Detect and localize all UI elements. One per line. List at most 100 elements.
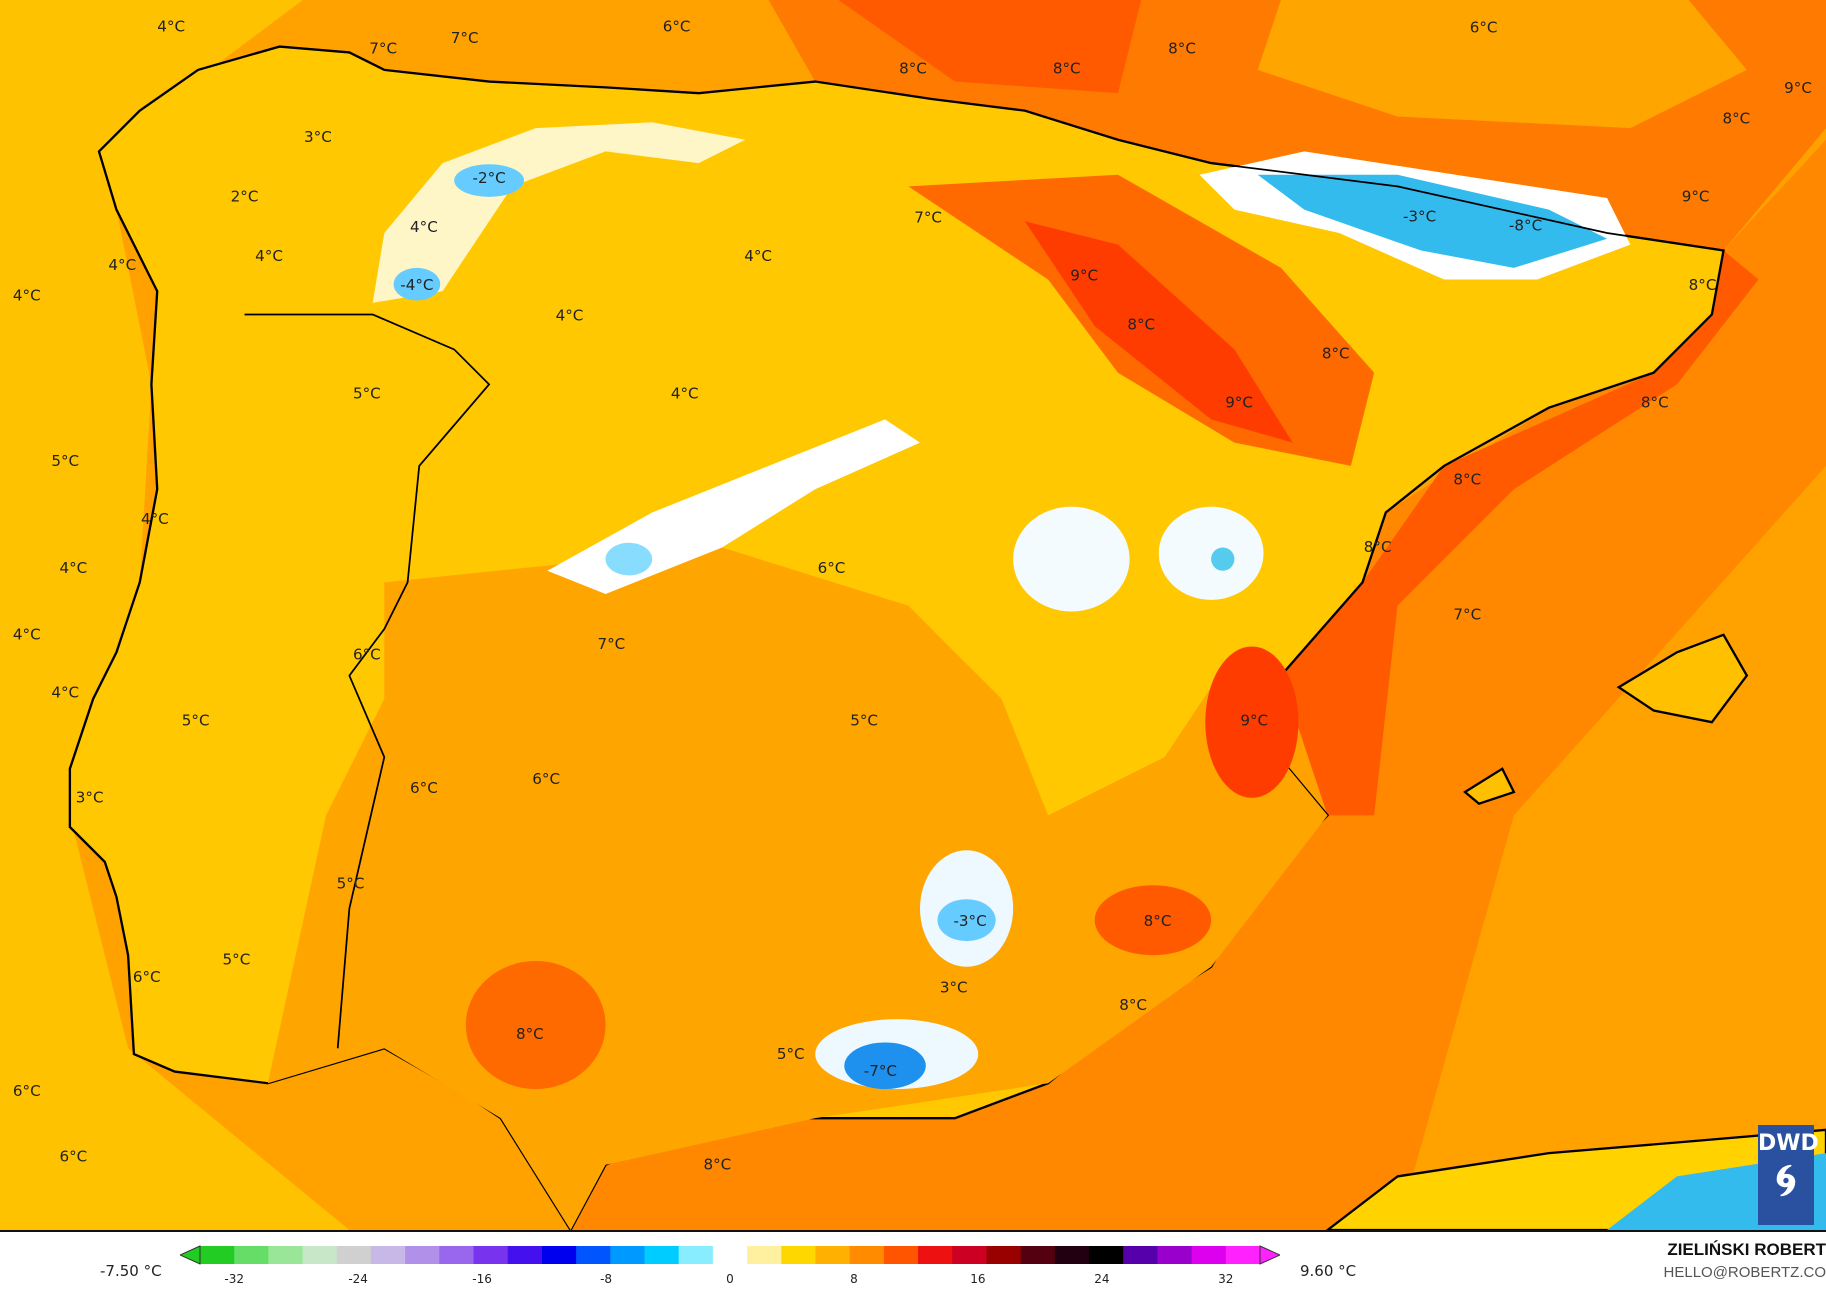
temperature-label: 6°C — [133, 968, 161, 986]
nevada-blue — [844, 1042, 926, 1090]
colorbar-swatch — [712, 1246, 748, 1264]
colorbar-swatch — [610, 1246, 646, 1264]
temperature-label: 4°C — [141, 510, 169, 528]
temperature-label: -7°C — [864, 1062, 897, 1080]
temperature-label: 8°C — [899, 59, 927, 77]
murcia-red-zone — [1094, 885, 1212, 956]
colorbar-tick-label: 16 — [970, 1272, 986, 1286]
temperature-label: 8°C — [703, 1155, 731, 1173]
temperature-label: 8°C — [1168, 40, 1196, 58]
temperature-label: 4°C — [157, 17, 185, 35]
colorbar-swatch — [1157, 1246, 1193, 1264]
colorbar-swatch — [849, 1246, 885, 1264]
temperature-label: 8°C — [1722, 109, 1750, 127]
colorbar-tick-label: 24 — [1094, 1272, 1110, 1286]
legend-min-label: -7.50 °C — [100, 1262, 162, 1280]
legend-footer: -7.50 °C -32 -24 -16 -8 0 8 16 24 32 9.60 °C ZIE… — [0, 1230, 1826, 1289]
temperature-label: 3°C — [76, 789, 104, 807]
guadalquivir-red-zone — [465, 960, 606, 1090]
temperature-label: 4°C — [410, 218, 438, 236]
temperature-label: 6°C — [663, 17, 691, 35]
colorbar-tick-label: -8 — [600, 1272, 613, 1286]
colorbar-swatch — [507, 1246, 543, 1264]
cantabrian-blue — [454, 164, 525, 197]
segura-blue — [937, 899, 996, 942]
temperature-label: 7°C — [451, 29, 479, 47]
portugal-border — [244, 313, 491, 1049]
colorbar-tick-label: 0 — [726, 1272, 734, 1286]
colorbar-swatch — [473, 1246, 509, 1264]
temperature-label: 8°C — [1127, 316, 1155, 334]
temperature-label: 7°C — [369, 40, 397, 58]
colorbar-swatch — [644, 1246, 680, 1264]
mallorca — [1616, 633, 1749, 724]
temperature-map: 4°C 7°C 7°C 6°C 8°C 8°C 8°C 6°C 9°C 8°C 3°C -2°C 2°C… — [0, 0, 1826, 1230]
colorbar-swatch — [302, 1246, 338, 1264]
leon-blue — [393, 267, 441, 301]
temperature-label: 4°C — [255, 247, 283, 265]
temperature-label: 5°C — [850, 712, 878, 730]
temperature-label: -3°C — [1403, 207, 1436, 225]
teruel-blue — [1211, 547, 1235, 571]
temperature-labels: 4°C 7°C 7°C 6°C 8°C 8°C 8°C 6°C 9°C 8°C 3°C -2°C 2°C… — [13, 17, 1812, 1173]
temperature-label: 4°C — [556, 306, 584, 324]
colorbar-swatch — [986, 1246, 1022, 1264]
colorbar-swatch — [815, 1246, 851, 1264]
temperature-label: 6°C — [1470, 19, 1498, 37]
colorbar-swatch — [1191, 1246, 1227, 1264]
colorbar-swatch — [405, 1246, 440, 1264]
temperature-label: 8°C — [1144, 912, 1172, 930]
temperature-label: 9°C — [1225, 394, 1253, 412]
temperature-label: -8°C — [1509, 217, 1542, 235]
colorbar-swatch — [918, 1246, 953, 1264]
spiral-icon: 🌀︎ — [1775, 1155, 1797, 1206]
author-email: HELLO@ROBERTZ.CO — [1663, 1264, 1826, 1281]
pyrenees-border — [1117, 138, 1724, 252]
temperature-label: 8°C — [1322, 345, 1350, 363]
gredos-blue — [605, 542, 653, 576]
colorbar-swatch — [1020, 1246, 1056, 1264]
temperature-label: 6°C — [13, 1082, 41, 1100]
temperature-label: 4°C — [13, 287, 41, 305]
temperature-label: 9°C — [1682, 188, 1710, 206]
colorbar — [180, 1245, 1280, 1265]
temperature-label: 3°C — [940, 978, 968, 996]
colorbar-swatch — [678, 1246, 714, 1264]
colorbar-arrow — [1259, 1245, 1280, 1265]
colorbar-tick-label: -32 — [224, 1272, 244, 1286]
temperature-label: 9°C — [1240, 712, 1268, 730]
temperature-label: 4°C — [108, 256, 136, 274]
temperature-label: 6°C — [59, 1147, 87, 1165]
colorbar-tick-label: -16 — [472, 1272, 492, 1286]
temperature-label: 5°C — [223, 950, 251, 968]
temperature-label: 9°C — [1784, 79, 1812, 97]
cantabrian-cold — [372, 122, 746, 303]
temperature-label: 5°C — [51, 452, 79, 470]
colorbar-tick-label: 32 — [1218, 1272, 1234, 1286]
colorbar-swatch — [781, 1246, 816, 1264]
temperature-label: 8°C — [1689, 276, 1717, 294]
temperature-label: 5°C — [182, 712, 210, 730]
colorbar-swatch — [370, 1246, 406, 1264]
colorbar-swatch — [747, 1246, 782, 1264]
dwd-logo-text: DWD — [1758, 1131, 1819, 1156]
temperature-label: 8°C — [1053, 59, 1081, 77]
colorbar-swatch — [200, 1246, 235, 1264]
temperature-label: 8°C — [516, 1025, 544, 1043]
temperature-label: 4°C — [744, 247, 772, 265]
colorbar-swatch — [1089, 1246, 1124, 1264]
mediterranean-coast-red — [1280, 250, 1759, 816]
pyrenees-blue — [1257, 174, 1608, 268]
temperature-label: -4°C — [400, 276, 433, 294]
colorbar-swatch — [1225, 1246, 1261, 1264]
temperature-label: 8°C — [1119, 996, 1147, 1014]
temperature-label: 7°C — [1453, 606, 1481, 624]
ibiza — [1463, 767, 1516, 806]
colorbar-tick-label: 8 — [850, 1272, 858, 1286]
temperature-label: 4°C — [59, 559, 87, 577]
temperature-label: -3°C — [953, 912, 986, 930]
colorbar-swatch — [1123, 1246, 1158, 1264]
iberian-cold — [1013, 506, 1130, 612]
valencia-red-zone — [1205, 646, 1299, 798]
temperature-label: 7°C — [598, 635, 626, 653]
